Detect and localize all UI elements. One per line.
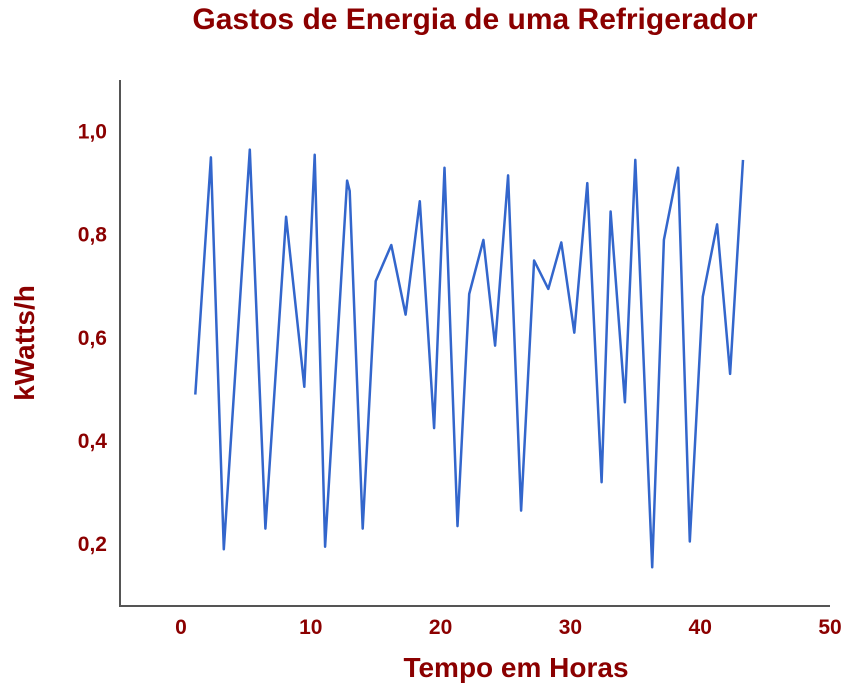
y-tick-label: 0,8: [78, 224, 108, 247]
series-group: [194, 148, 745, 569]
x-tick-label: 30: [559, 616, 582, 639]
x-tick-label: 10: [299, 616, 322, 639]
x-tick-label: 20: [429, 616, 452, 639]
y-tick-label: 0,2: [78, 533, 107, 556]
y-tick-labels: 0,2 0,4 0,6 0,8 1,0: [78, 121, 108, 557]
x-tick-label: 50: [818, 616, 841, 639]
chart-title: Gastos de Energia de uma Refrigerador: [192, 3, 757, 36]
x-tick-label: 0: [175, 616, 187, 639]
y-axis-label: kWatts/h: [9, 285, 40, 401]
y-tick-label: 1,0: [78, 121, 107, 144]
x-tick-labels: 0 10 20 30 40 50: [175, 616, 842, 639]
series-line: [194, 148, 745, 569]
y-tick-label: 0,4: [78, 430, 108, 453]
y-tick-label: 0,6: [78, 327, 107, 350]
x-tick-label: 40: [689, 616, 712, 639]
x-axis-label: Tempo em Horas: [403, 652, 628, 683]
